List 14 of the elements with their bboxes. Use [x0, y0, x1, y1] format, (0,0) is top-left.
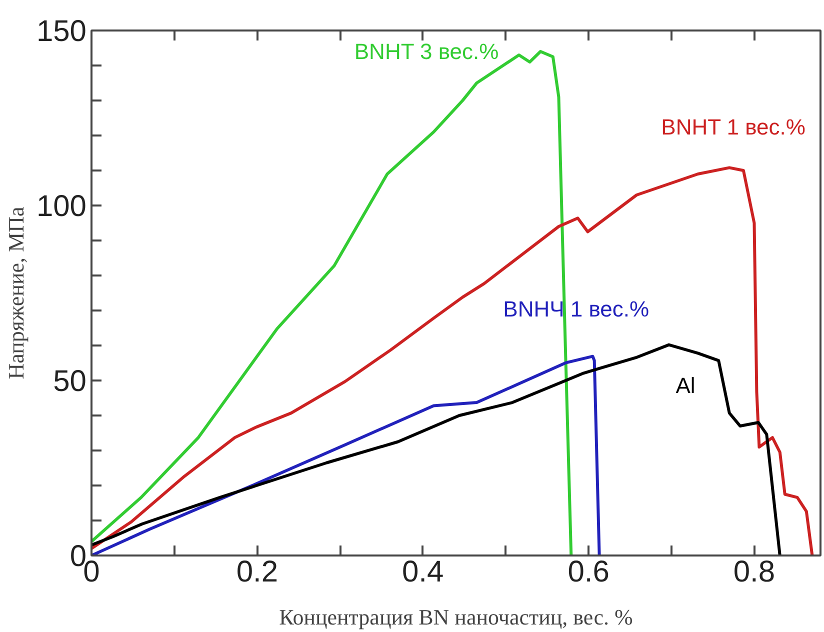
y-axis-title: Напряжение, МПа — [3, 206, 28, 380]
series-label: BNHT 3 вес.% — [354, 39, 499, 64]
y-tick-label: 150 — [36, 15, 87, 48]
x-tick-label: 0.4 — [402, 556, 444, 588]
text: BNHЧ 1 вес.% — [503, 296, 650, 322]
y-tick-label: 50 — [53, 365, 87, 398]
x-tick-label: 0.2 — [236, 556, 278, 588]
x-axis-title: Концентрация BN наночастиц, вес. % — [279, 604, 633, 630]
line-series — [92, 354, 601, 556]
series-label: BNHT 1 вес.% — [661, 114, 806, 140]
x-tick-label: 0.6 — [568, 556, 610, 588]
y-tick-label: 100 — [36, 190, 87, 223]
x-tick-label: 0.8 — [733, 556, 776, 588]
series-label: Al — [676, 372, 696, 398]
